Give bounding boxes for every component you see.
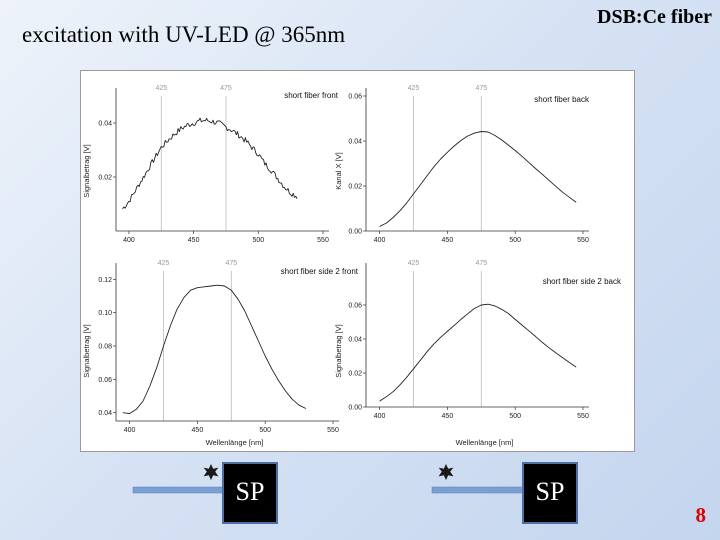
panel-4-y-tick-label: 0.00 bbox=[348, 405, 362, 412]
panel-2-marker-label: 475 bbox=[475, 85, 487, 92]
panel-1-y-tick-label: 0.04 bbox=[98, 121, 112, 128]
panel-3-marker-label: 425 bbox=[158, 260, 170, 267]
panel-3-x-tick-label: 550 bbox=[327, 427, 339, 434]
panel-4-x-tick-label: 400 bbox=[374, 413, 386, 420]
panel-4-y-tick-label: 0.04 bbox=[348, 337, 362, 344]
panel-2-x-tick-label: 450 bbox=[442, 237, 454, 244]
panel-1-x-tick-label: 450 bbox=[188, 237, 200, 244]
panel-3-y-tick-label: 0.08 bbox=[98, 344, 112, 351]
panel-1-x-tick-label: 550 bbox=[317, 237, 329, 244]
panel-1-y-label: Signalbetrag [V] bbox=[82, 144, 91, 197]
panel-1-marker-label: 425 bbox=[155, 85, 167, 92]
panel-2-title: short fiber back bbox=[534, 95, 590, 104]
slide-tag: DSB:Ce fiber bbox=[597, 6, 712, 28]
sp-box-right: SP bbox=[522, 462, 578, 524]
burst-icon-left bbox=[203, 464, 219, 480]
panel-4-y-label: Signalbetrag [V] bbox=[334, 324, 343, 377]
spectra-grid: 425 475 0.02 0.04 400 450 500 550 short fiber fr… bbox=[82, 85, 622, 447]
fiber-bar-left bbox=[132, 486, 224, 494]
panel-2-x-tick-label: 400 bbox=[374, 237, 386, 244]
panel-3-marker-label: 475 bbox=[225, 260, 237, 267]
panel-4-series-line bbox=[379, 303, 577, 402]
panel-3-y-label: Signalbetrag [V] bbox=[82, 324, 91, 377]
panel-2-x-tick-label: 500 bbox=[509, 237, 521, 244]
panel-3-y-tick-label: 0.12 bbox=[98, 277, 112, 284]
panel-3-x-tick-label: 400 bbox=[124, 427, 136, 434]
slide-title: excitation with UV-LED @ 365nm bbox=[22, 22, 346, 47]
panel-3-y-tick-label: 0.06 bbox=[98, 377, 112, 384]
panel-3-x-tick-label: 500 bbox=[259, 427, 271, 434]
panel-2-y-tick-label: 0.04 bbox=[348, 139, 362, 146]
panel-1-x-tick-label: 500 bbox=[252, 237, 264, 244]
panel-2-marker-label: 425 bbox=[408, 85, 420, 92]
panel-4-x-tick-label: 500 bbox=[509, 413, 521, 420]
spectra-figure: 425 475 0.02 0.04 400 450 500 550 short fiber fr… bbox=[80, 70, 635, 452]
panel-3-x-label: Wellenlänge [nm] bbox=[206, 438, 264, 447]
panel-2-y-tick-label: 0.00 bbox=[348, 229, 362, 236]
panel-4-marker-label: 425 bbox=[408, 260, 420, 267]
panel-4-marker-label: 475 bbox=[475, 260, 487, 267]
panel-4-title: short fiber side 2 back bbox=[543, 277, 622, 286]
panel-1-x-tick-label: 400 bbox=[123, 237, 135, 244]
panel-4-x-tick-label: 550 bbox=[577, 413, 589, 420]
panel-2-series-line bbox=[379, 131, 577, 227]
page-number: 8 bbox=[695, 503, 707, 527]
panel-1-marker-label: 475 bbox=[220, 85, 232, 92]
panel-2-y-tick-label: 0.02 bbox=[348, 184, 362, 191]
panel-4-x-label: Wellenlänge [nm] bbox=[456, 438, 514, 447]
panel-1-title: short fiber front bbox=[284, 91, 339, 100]
fiber-bar-right bbox=[431, 486, 525, 494]
panel-2-y-label: Kanal X [V] bbox=[334, 152, 343, 190]
panel-3-series-line bbox=[122, 284, 307, 414]
panel-3-y-tick-label: 0.04 bbox=[98, 410, 112, 417]
panel-2-x-tick-label: 550 bbox=[577, 237, 589, 244]
panel-1-series-line bbox=[122, 117, 298, 210]
panel-4-x-tick-label: 450 bbox=[442, 413, 454, 420]
panel-3-x-tick-label: 450 bbox=[192, 427, 204, 434]
burst-icon-right bbox=[438, 464, 454, 480]
panel-4-y-tick-label: 0.02 bbox=[348, 371, 362, 378]
panel-4-y-tick-label: 0.06 bbox=[348, 303, 362, 310]
sp-box-left: SP bbox=[222, 462, 278, 524]
panel-3-y-tick-label: 0.10 bbox=[98, 310, 112, 317]
panel-2-y-tick-label: 0.06 bbox=[348, 94, 362, 101]
panel-3-title: short fiber side 2 front bbox=[281, 267, 359, 276]
panel-1-y-tick-label: 0.02 bbox=[98, 175, 112, 182]
